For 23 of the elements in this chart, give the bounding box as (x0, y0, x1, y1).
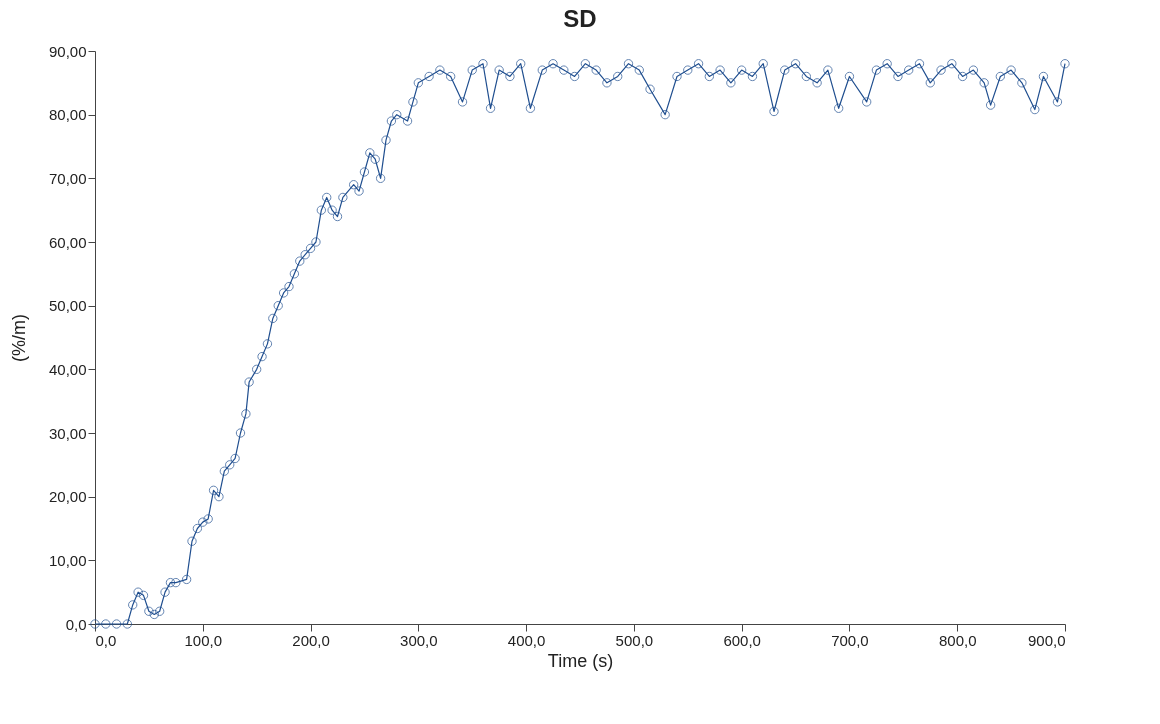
y-tick-label: 50,00 (48, 297, 87, 315)
x-tick-label: 300,0 (400, 631, 438, 649)
chart-title: SD (563, 5, 597, 32)
y-tick-label: 10,00 (48, 551, 87, 569)
x-tick-label: 200,0 (292, 631, 330, 649)
x-tick-label: 100,0 (184, 631, 223, 649)
x-tick-label: 400,0 (507, 631, 546, 649)
x-tick-label: 900,0 (1027, 631, 1066, 649)
y-tick-label: 60,00 (48, 233, 87, 251)
y-tick-label: 90,00 (48, 42, 87, 60)
y-tick-label: 40,00 (48, 360, 87, 378)
y-tick-label: 30,00 (48, 424, 87, 442)
x-tick-label: 800,0 (938, 631, 977, 649)
x-tick-label: 500,0 (615, 631, 654, 649)
y-axis-title: (%/m) (8, 314, 29, 362)
x-tick-label: 700,0 (831, 631, 869, 649)
y-tick-label: 0,0 (65, 615, 87, 633)
x-tick-label: 600,0 (723, 631, 761, 649)
x-tick-label: 0,0 (95, 631, 117, 649)
y-tick-label: 20,00 (48, 488, 87, 506)
y-tick-label: 70,00 (48, 169, 87, 187)
x-axis-title: Time (s) (547, 650, 614, 671)
y-tick-label: 80,00 (48, 106, 87, 124)
